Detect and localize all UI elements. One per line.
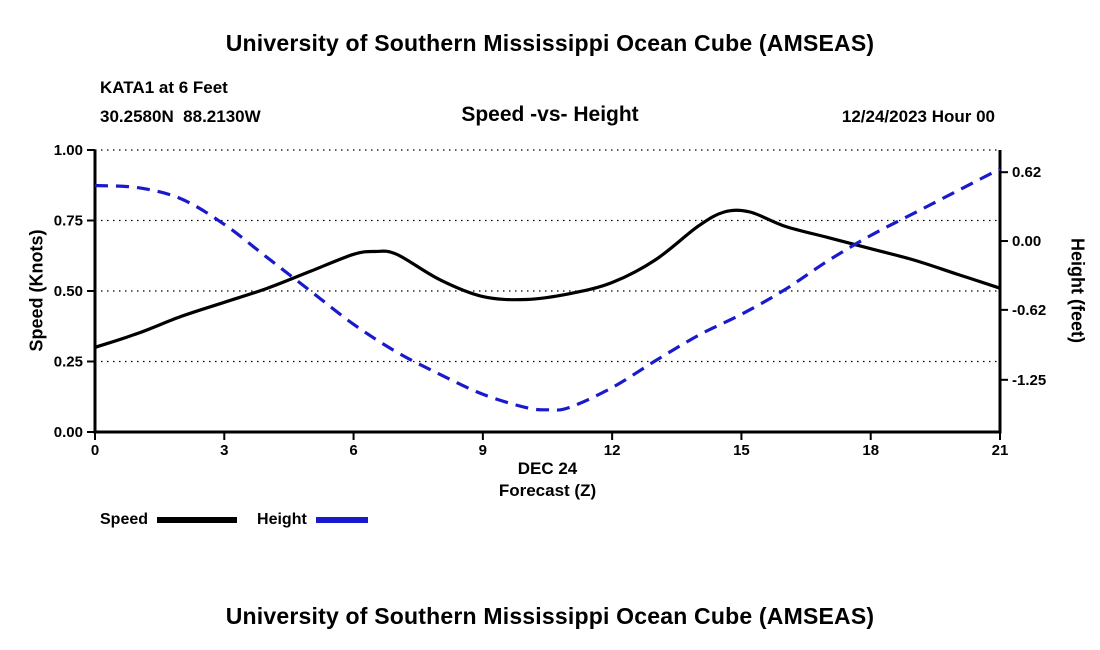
svg-text:6: 6 [349,442,357,459]
svg-text:12: 12 [604,442,621,459]
height-series-line [94,167,1001,412]
svg-text:0.00: 0.00 [54,424,83,441]
svg-text:-0.62: -0.62 [1012,302,1046,319]
svg-text:9: 9 [479,442,487,459]
plot-title: Speed -vs- Height [461,103,639,126]
svg-text:1.00: 1.00 [54,142,83,159]
x-axis-title: Forecast (Z) [498,481,597,500]
legend-speed-label: Speed [100,511,149,528]
tick-labels: 0.00 0.25 0.50 0.75 1.00 0.62 0.00 -0.62 -1.25 0 3… [54,142,1046,459]
svg-text:18: 18 [862,442,879,459]
legend-height-swatch [315,517,368,523]
svg-text:0.00: 0.00 [1012,233,1041,250]
station-coordinates: 30.2580N 88.2130W [100,107,261,126]
legend-speed-swatch [157,517,238,523]
speed-series-line [94,208,1001,349]
second-chart-title: University of Southern Mississippi Ocean… [225,603,875,629]
svg-text:0.50: 0.50 [54,283,83,300]
svg-text:-1.25: -1.25 [1012,372,1046,389]
legend: Speed Height [100,511,388,529]
gridlines [95,149,1000,433]
forecast-datetime: 12/24/2023 Hour 00 [841,107,995,126]
svg-text:15: 15 [733,442,750,459]
chart-main-title: University of Southern Mississippi Ocean… [225,30,875,56]
svg-text:0.62: 0.62 [1012,164,1041,181]
station-label: KATA1 at 6 Feet [100,78,228,97]
svg-text:21: 21 [992,442,1009,459]
svg-text:0.25: 0.25 [54,354,83,371]
tick-marks [87,149,1008,440]
svg-text:0: 0 [91,442,99,459]
x-axis-date-label: DEC 24 [517,459,578,478]
legend-height-label: Height [257,511,307,528]
axes [93,150,1002,434]
svg-text:3: 3 [220,442,228,459]
svg-text:0.75: 0.75 [54,213,83,230]
